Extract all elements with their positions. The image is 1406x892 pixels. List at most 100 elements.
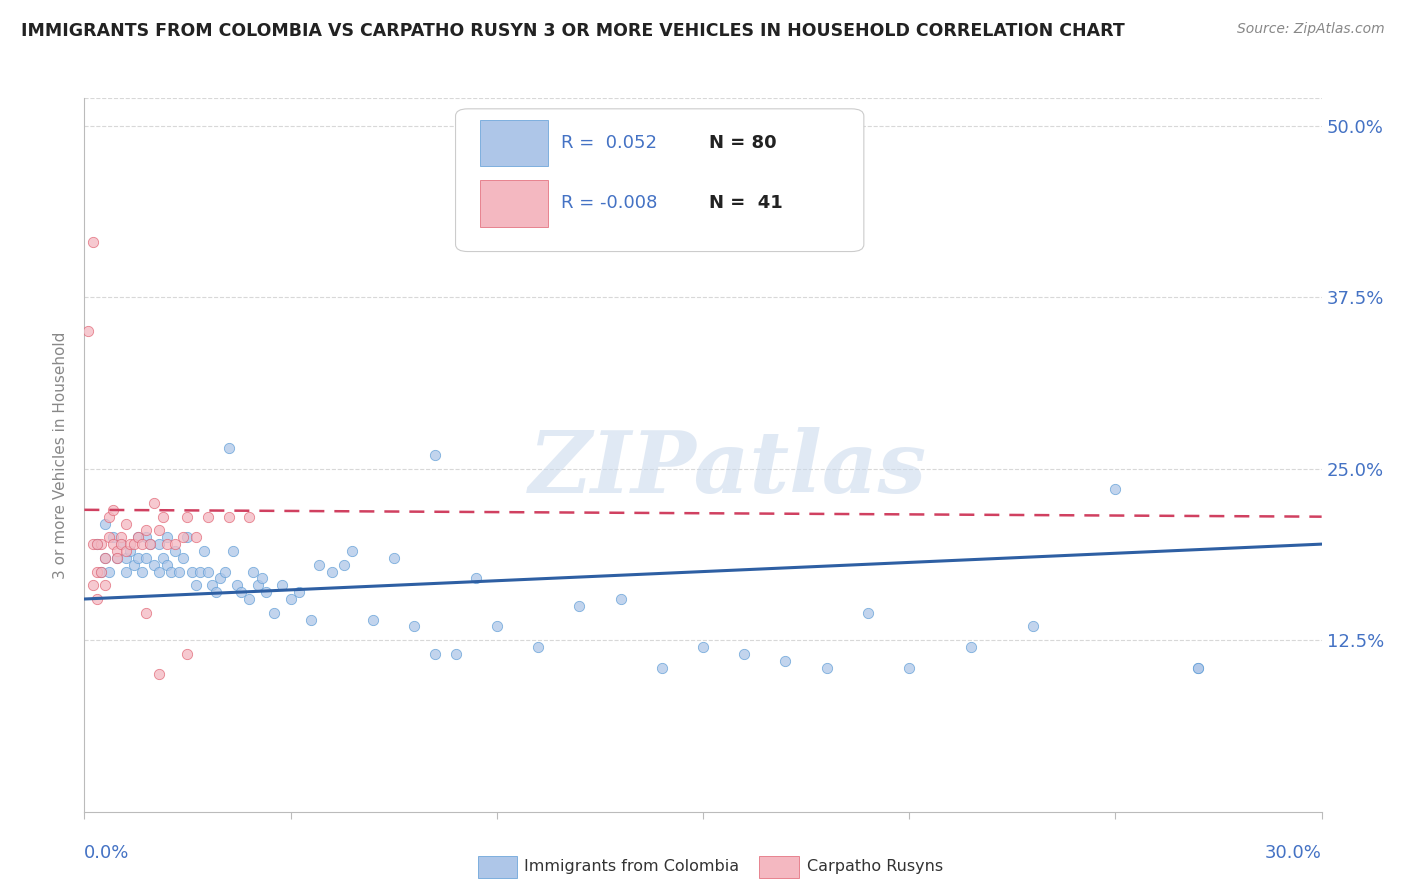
Point [105,544,128,558]
Point [148,524,170,538]
Point [1187,660,1209,674]
Point [86,565,108,579]
Point [82,235,104,250]
Point [218,441,240,455]
Point [105,550,128,565]
Point [110,530,132,544]
Point [254,585,277,599]
Point [82,578,104,592]
Text: IMMIGRANTS FROM COLOMBIA VS CARPATHO RUSYN 3 OR MORE VEHICLES IN HOUSEHOLD CORRE: IMMIGRANTS FROM COLOMBIA VS CARPATHO RUS… [21,22,1125,40]
Point [1104,482,1126,496]
Point [148,667,170,681]
Point [246,578,269,592]
Point [135,530,157,544]
Point [77,325,100,339]
Point [197,509,219,524]
Point [165,544,187,558]
Point [342,544,364,558]
Point [188,565,211,579]
Point [114,544,136,558]
Text: N = 80: N = 80 [709,134,776,152]
Point [122,537,145,551]
Point [333,558,356,572]
Point [114,516,136,531]
Point [321,565,343,579]
Point [250,571,273,585]
Point [167,565,190,579]
Text: Source: ZipAtlas.com: Source: ZipAtlas.com [1237,22,1385,37]
Point [485,619,508,633]
Point [226,578,249,592]
FancyBboxPatch shape [481,180,548,227]
Point [131,565,153,579]
Point [465,571,488,585]
Point [775,654,797,668]
Point [1022,619,1045,633]
Point [152,550,174,565]
Point [856,606,879,620]
FancyBboxPatch shape [456,109,863,252]
Point [156,537,179,551]
Point [898,660,921,674]
Point [148,565,170,579]
Point [156,530,179,544]
Point [361,613,384,627]
Point [242,565,264,579]
Point [127,530,149,544]
Point [94,578,117,592]
Point [222,544,245,558]
Point [110,537,132,551]
Point [127,530,149,544]
Point [815,660,838,674]
Text: Carpatho Rusyns: Carpatho Rusyns [807,859,943,873]
Point [86,592,108,607]
Point [1187,660,1209,674]
Y-axis label: 3 or more Vehicles in Household: 3 or more Vehicles in Household [52,331,67,579]
Point [382,550,405,565]
Point [98,509,121,524]
Point [114,550,136,565]
Point [609,592,631,607]
Point [404,619,426,633]
Point [651,660,673,674]
Point [214,565,236,579]
Point [139,537,162,551]
Point [527,640,550,654]
Point [444,647,467,661]
Point [176,530,198,544]
Point [172,530,194,544]
Point [156,558,179,572]
Point [193,544,215,558]
Text: N =  41: N = 41 [709,194,783,212]
Point [960,640,983,654]
Point [308,558,330,572]
Point [205,585,228,599]
Point [135,606,157,620]
Point [184,578,207,592]
Point [135,550,157,565]
Point [271,578,294,592]
Text: 30.0%: 30.0% [1265,844,1322,862]
Point [98,565,121,579]
Point [94,516,117,531]
Point [118,544,141,558]
Point [143,496,166,510]
Point [280,592,302,607]
Point [110,537,132,551]
Point [86,537,108,551]
Point [82,537,104,551]
Point [180,565,202,579]
Text: R =  0.052: R = 0.052 [561,134,657,152]
Point [568,599,591,613]
Point [176,647,198,661]
FancyBboxPatch shape [481,120,548,166]
Point [94,550,117,565]
Point [139,537,162,551]
Point [103,530,125,544]
Point [103,503,125,517]
Text: 0.0%: 0.0% [84,844,129,862]
Text: ZIPatlas: ZIPatlas [529,427,927,511]
Point [131,537,153,551]
Text: Immigrants from Colombia: Immigrants from Colombia [524,859,740,873]
Point [692,146,714,161]
